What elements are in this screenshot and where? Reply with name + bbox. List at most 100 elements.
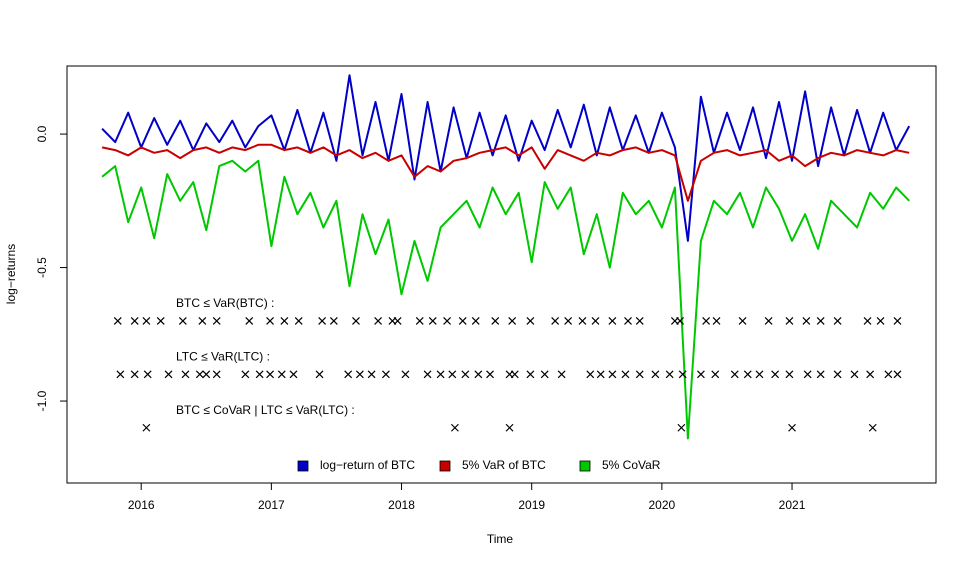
event-marker: [850, 370, 859, 379]
event-marker: [294, 317, 303, 325]
event-marker: [142, 317, 151, 325]
event-marker: [526, 317, 535, 325]
event-marker: [730, 370, 739, 379]
event-marker: [428, 317, 437, 325]
legend-label: 5% VaR of BTC: [462, 458, 546, 472]
legend-swatch: [439, 460, 451, 472]
event-marker: [318, 317, 327, 325]
event-marker: [116, 370, 125, 379]
event-marker: [143, 370, 152, 379]
event-marker: [868, 423, 877, 432]
event-marker: [266, 317, 274, 325]
event-marker: [635, 317, 644, 325]
event-marker: [771, 370, 780, 379]
event-marker: [436, 370, 445, 379]
event-marker: [505, 423, 514, 432]
x-tick-label: 2017: [258, 498, 285, 512]
event-marker: [241, 370, 250, 379]
event-marker: [884, 370, 893, 379]
event-marker: [578, 317, 587, 325]
event-label: LTC ≤ VaR(LTC) :: [176, 350, 270, 364]
event-marker: [833, 370, 842, 379]
event-marker: [816, 317, 825, 325]
event-marker: [461, 370, 470, 379]
event-marker: [458, 317, 467, 325]
event-marker: [863, 317, 872, 325]
event-marker: [508, 317, 517, 325]
event-marker: [833, 317, 842, 325]
event-marker: [624, 317, 632, 325]
event-marker: [676, 317, 685, 325]
event-marker: [803, 370, 812, 379]
event-marker: [510, 370, 519, 379]
event-label: BTC ≤ CoVaR | LTC ≤ VaR(LTC) :: [176, 403, 355, 417]
event-marker: [355, 370, 364, 379]
event-marker: [677, 423, 686, 432]
event-marker: [788, 423, 796, 432]
event-marker: [596, 370, 605, 379]
event-marker: [164, 370, 173, 379]
event-marker: [816, 370, 825, 379]
event-marker: [702, 317, 711, 325]
event-marker: [755, 370, 764, 379]
event-marker: [557, 370, 566, 379]
series-line: [101, 159, 910, 440]
event-marker: [178, 317, 187, 325]
event-marker: [696, 370, 705, 379]
y-axis-label: log−returns: [4, 244, 18, 304]
event-label: BTC ≤ VaR(BTC) :: [176, 296, 274, 310]
y-tick-label: -1.0: [35, 390, 49, 411]
x-tick-label: 2020: [649, 498, 676, 512]
y-tick-label: -0.5: [35, 257, 49, 278]
event-marker: [785, 370, 794, 379]
event-marker: [893, 370, 902, 379]
y-tick-label: 0.0: [35, 125, 49, 142]
event-marker: [277, 370, 286, 379]
event-marker: [130, 317, 139, 325]
event-marker: [651, 370, 660, 379]
event-marker: [280, 317, 289, 325]
event-marker: [401, 370, 410, 379]
legend-label: log−return of BTC: [320, 458, 415, 472]
event-marker: [443, 317, 452, 325]
x-tick-label: 2018: [388, 498, 415, 512]
event-marker: [130, 370, 139, 379]
event-marker: [393, 317, 402, 325]
event-marker: [195, 370, 204, 379]
x-axis-label: Time: [487, 532, 514, 546]
event-marker: [785, 317, 794, 325]
event-marker: [156, 317, 165, 325]
event-marker: [202, 370, 211, 379]
event-marker: [486, 370, 494, 379]
legend-swatch: [579, 460, 591, 472]
event-marker: [423, 370, 432, 379]
event-marker: [329, 317, 338, 325]
x-tick-label: 2016: [128, 498, 155, 512]
event-marker: [551, 317, 560, 325]
event-marker: [315, 370, 324, 379]
event-marker: [711, 370, 720, 379]
event-marker: [665, 370, 674, 379]
event-marker: [448, 370, 457, 379]
event-marker: [764, 317, 773, 325]
event-marker: [474, 370, 483, 379]
event-marker: [289, 370, 298, 379]
event-marker: [540, 370, 549, 379]
event-marker: [450, 423, 459, 432]
event-marker: [142, 423, 151, 432]
event-marker: [245, 317, 254, 325]
x-tick-label: 2019: [518, 498, 545, 512]
event-marker: [608, 317, 617, 325]
event-marker: [352, 317, 360, 325]
event-marker: [415, 317, 424, 325]
event-marker: [113, 317, 122, 325]
legend-swatch: [297, 460, 309, 472]
legend-label: 5% CoVaR: [602, 458, 661, 472]
event-marker: [255, 370, 264, 379]
event-marker: [608, 370, 617, 379]
event-marker: [876, 317, 885, 325]
event-marker: [564, 317, 573, 325]
event-marker: [381, 370, 390, 379]
event-marker: [212, 370, 221, 379]
